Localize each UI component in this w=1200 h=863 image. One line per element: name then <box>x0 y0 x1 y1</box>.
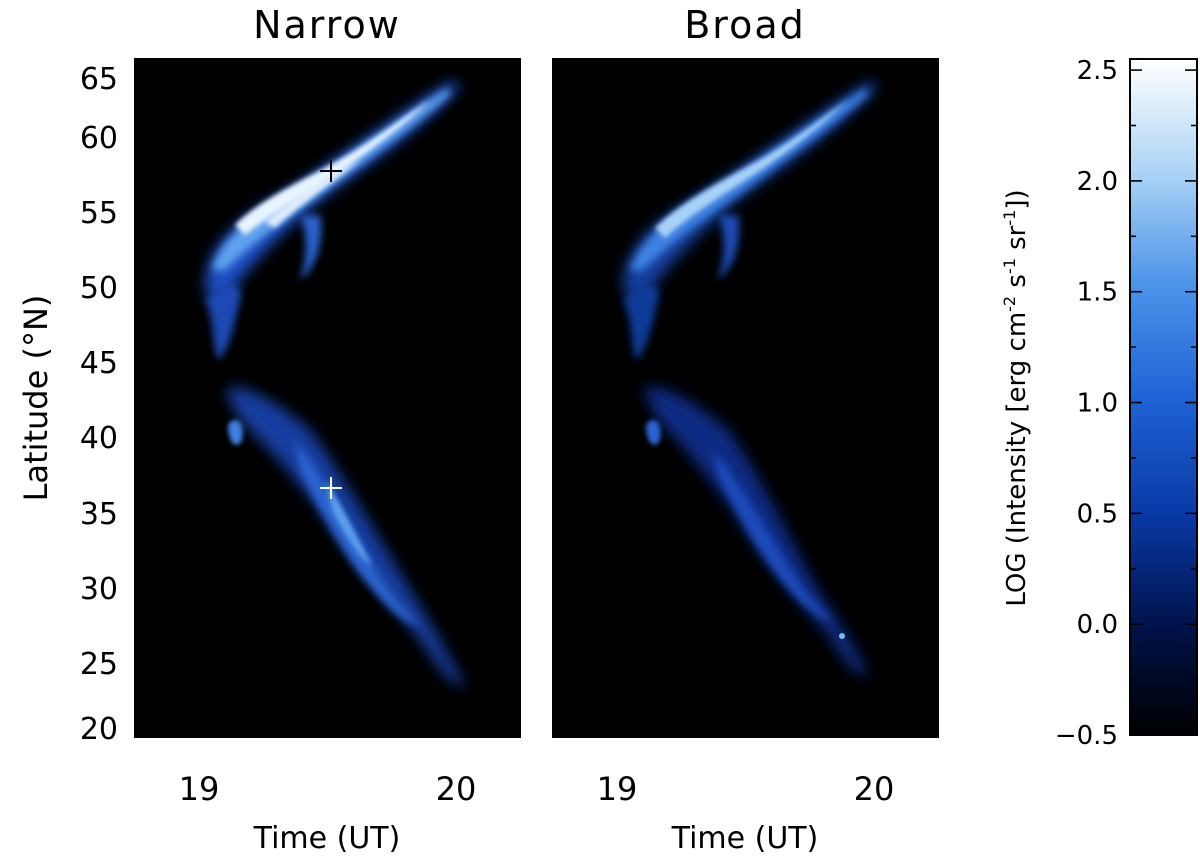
marker-narrow-lower <box>320 477 342 499</box>
emission-map-narrow <box>205 81 465 686</box>
colorbar-tick-label: 2.5 <box>1077 56 1118 86</box>
colorbar-tick-label: −0.5 <box>1055 721 1118 751</box>
colorbar-gradient <box>1129 58 1198 736</box>
colorbar-tick-label: 0.5 <box>1077 499 1118 529</box>
lower-left-blob <box>228 420 243 445</box>
colorbar: −0.5 0.0 0.5 1.0 1.5 2.0 2.5 LOG (Intensity [e… <box>1000 56 1198 751</box>
y-tick-50: 50 <box>80 271 118 306</box>
x-tick-20-broad: 20 <box>854 770 895 808</box>
upper-arc-tail <box>300 215 322 280</box>
upper-arc-core <box>235 100 430 235</box>
y-tick-35: 35 <box>80 497 118 532</box>
emission-map-broad <box>623 81 878 676</box>
panel-narrow-title: Narrow <box>253 3 401 47</box>
lower-arc-mid <box>295 440 420 625</box>
y-tick-labels: 65 60 55 50 45 40 35 30 25 20 <box>80 62 118 747</box>
y-tick-25: 25 <box>80 647 118 682</box>
axis-ticks-narrow <box>135 58 520 738</box>
axis-ticks-broad <box>553 58 938 738</box>
mid-tendrils <box>205 283 241 360</box>
lower-arc-core <box>325 480 372 565</box>
y-tick-65: 65 <box>80 62 118 97</box>
bright-dot-broad <box>839 633 845 639</box>
upper-arc-tail-broad <box>718 215 740 280</box>
colorbar-ticks: −0.5 0.0 0.5 1.0 1.5 2.0 2.5 <box>1055 56 1197 751</box>
lower-arc-mid-broad <box>713 450 833 620</box>
lower-left-blob-broad <box>646 420 661 445</box>
upper-arc-inner-ring <box>265 160 360 228</box>
colorbar-tick-label: 0.0 <box>1077 610 1118 640</box>
panel-broad-title: Broad <box>684 3 806 47</box>
y-tick-40: 40 <box>80 421 118 456</box>
y-tick-20: 20 <box>80 712 118 747</box>
colorbar-label: LOG (Intensity [erg cm-2 s-1 sr-1]) <box>1000 189 1032 606</box>
plot-area-broad <box>553 59 938 737</box>
colorbar-tick-label: 2.0 <box>1077 167 1118 197</box>
x-axis-label-narrow: Time (UT) <box>253 821 401 856</box>
x-tick-19-broad: 19 <box>597 770 638 808</box>
mid-tendrils-broad <box>623 283 659 360</box>
colorbar-tick-label: 1.5 <box>1077 278 1118 308</box>
panel-narrow: Narrow 65 <box>17 3 521 856</box>
upper-arc-core-broad <box>655 100 848 238</box>
y-axis-label: Latitude (°N) <box>17 295 55 502</box>
x-axis-label-broad: Time (UT) <box>671 821 819 856</box>
y-tick-45: 45 <box>80 346 118 381</box>
y-tick-55: 55 <box>80 196 118 231</box>
y-tick-30: 30 <box>80 572 118 607</box>
panel-broad: Broad 19 20 Time (UT) <box>552 3 939 856</box>
colorbar-tick-label: 1.0 <box>1077 389 1118 419</box>
marker-narrow-upper <box>320 160 342 182</box>
x-tick-19-narrow: 19 <box>179 770 220 808</box>
y-tick-60: 60 <box>80 121 118 156</box>
x-tick-20-narrow: 20 <box>436 770 477 808</box>
plot-area-narrow <box>135 59 520 737</box>
